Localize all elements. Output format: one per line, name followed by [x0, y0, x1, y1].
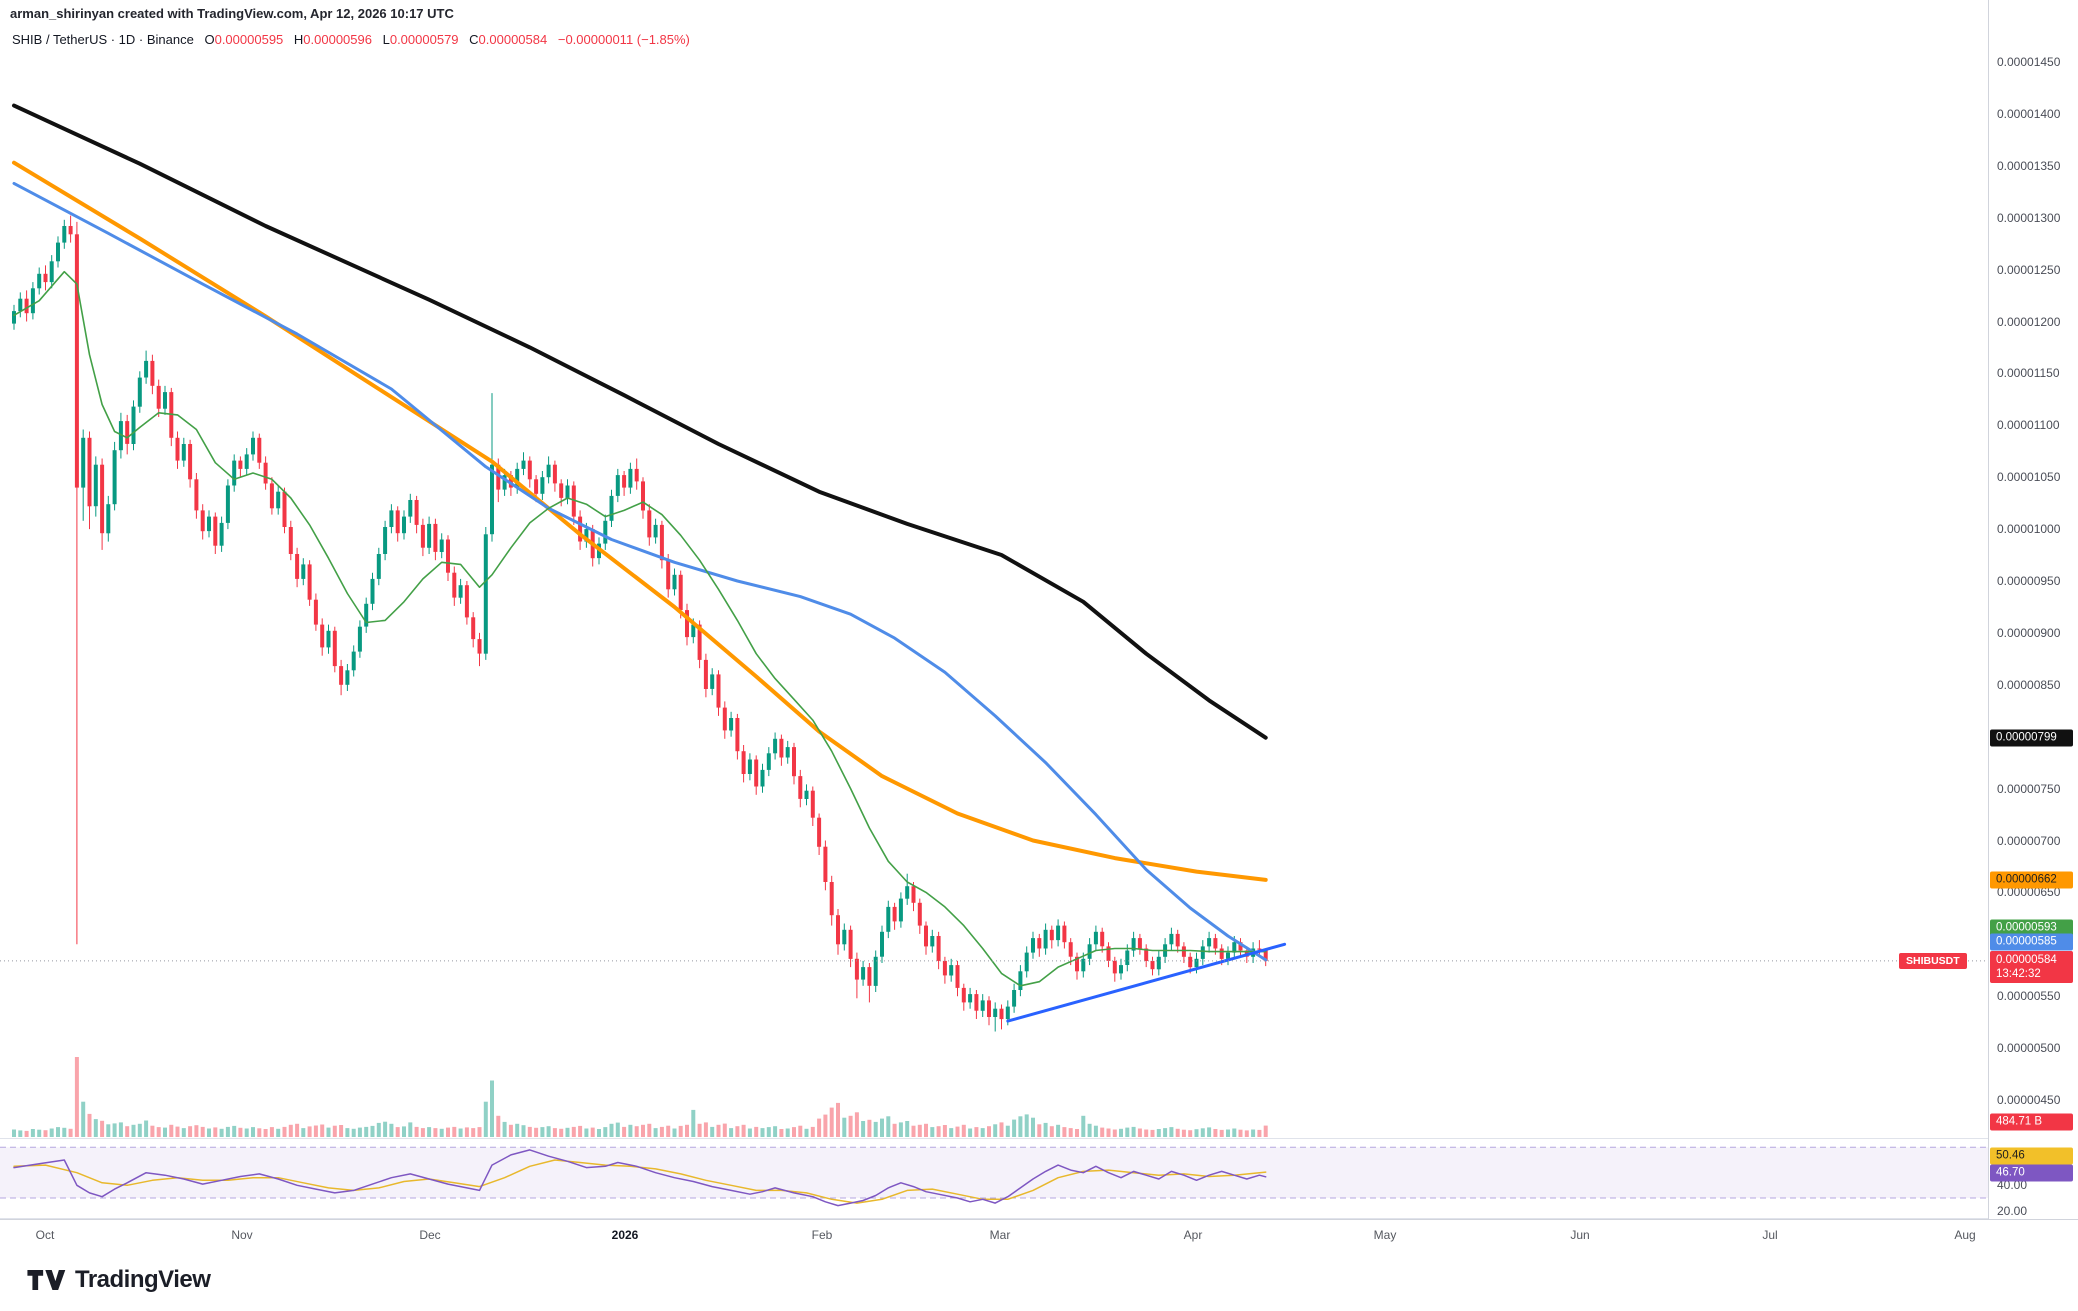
price-tick: 0.00000950	[1997, 574, 2061, 588]
time-label: 2026	[611, 1228, 639, 1242]
price-tick: 0.00000650	[1997, 885, 2061, 900]
ma-value-badge: 0.00000585	[1990, 933, 2073, 951]
last-price-badge: 0.00000584 13:42:32	[1990, 951, 2073, 983]
bar-countdown: 13:42:32	[1996, 968, 2041, 980]
price-tick: 0.00001100	[1997, 418, 2060, 433]
tradingview-logo[interactable]: TradingView	[26, 1262, 211, 1298]
ohlc-low: L0.00000579	[382, 32, 459, 47]
price-axis[interactable]: 0.00001450 0.00001400 0.00001350 0.00001300…	[1988, 0, 2078, 1219]
price-tick: 0.00000700	[1997, 833, 2061, 848]
ohlc-high: H0.00000596	[293, 32, 372, 47]
ma-value-badge: 0.00000593	[1990, 919, 2073, 937]
ohlc-open: O0.00000595	[204, 32, 284, 47]
time-label: Aug	[1954, 1228, 1976, 1242]
tradingview-logo-icon	[27, 1270, 66, 1290]
price-tick: 0.00001250	[1997, 262, 2061, 277]
price-tick: 0.00001050	[1997, 470, 2061, 485]
time-label: Apr	[1183, 1228, 1203, 1242]
ma-black-line	[12, 103, 1268, 740]
price-tick: 0.00000450	[1997, 1093, 2061, 1107]
rsi-ma-badge: 50.46	[1990, 1147, 2073, 1165]
price-tick: 0.00001350	[1997, 158, 2061, 173]
price-tick: 0.00000900	[1997, 625, 2061, 640]
chart-annotation: arman_shirinyan created with TradingView…	[10, 6, 454, 21]
price-tick: 0.00000850	[1997, 677, 2061, 692]
ma-value-badge: 0.00000799	[1990, 729, 2073, 747]
rsi-pane	[0, 1146, 1988, 1207]
symbol-price-tag: SHIBUSDT	[1899, 953, 1967, 969]
price-tick: 0.00000750	[1997, 781, 2061, 796]
ema-green-line	[13, 270, 1267, 987]
tradingview-logo-text: TradingView	[75, 1266, 211, 1293]
time-label: Nov	[231, 1228, 253, 1242]
time-label: Mar	[989, 1228, 1011, 1242]
rsi-ma-line	[13, 1159, 1267, 1204]
rsi-tick: 20.00	[1997, 1203, 2028, 1218]
rsi-tick: 40.00	[1997, 1178, 2028, 1193]
price-tick: 0.00001200	[1997, 314, 2061, 329]
last-price-value: 0.00000584	[1996, 954, 2057, 966]
ohlc-close: C0.00000584	[469, 32, 548, 47]
rsi-band-fill	[0, 1147, 1988, 1198]
ma-value-badge: 0.00000662	[1990, 871, 2073, 889]
price-tick: 0.00001400	[1997, 106, 2061, 121]
candlestick-series	[12, 215, 1268, 1032]
rsi-value-badge: 46.70	[1990, 1164, 2073, 1182]
chart-plot-area[interactable]	[0, 0, 1988, 1219]
time-label: May	[1373, 1228, 1397, 1242]
ma-orange-line	[12, 160, 1268, 882]
symbol-legend: SHIB / TetherUS · 1D · Binance O0.000005…	[12, 32, 690, 47]
price-tick: 0.00000550	[1997, 989, 2061, 1004]
time-label: Dec	[419, 1228, 441, 1242]
symbol-title[interactable]: SHIB / TetherUS · 1D · Binance	[12, 32, 194, 47]
rsi-line	[13, 1149, 1267, 1207]
time-label: Feb	[811, 1228, 833, 1242]
price-tick: 0.00001150	[1997, 366, 2060, 381]
volume-bars	[12, 1057, 1268, 1137]
ma-blue-line	[12, 181, 1268, 962]
change-value: −0.00000011 (−1.85%)	[557, 32, 690, 47]
time-label: Jul	[1762, 1228, 1778, 1242]
price-tick: 0.00001300	[1997, 210, 2061, 225]
time-label: Jun	[1570, 1228, 1590, 1242]
time-label: Oct	[35, 1228, 55, 1242]
time-axis[interactable]: Oct Nov Dec 2026 Feb Mar Apr May Jun Jul Aug	[0, 1219, 2078, 1254]
price-tick: 0.00001450	[1997, 55, 2061, 69]
price-tick: 0.00001000	[1997, 522, 2061, 537]
volume-value-badge: 484.71 B	[1990, 1113, 2073, 1131]
support-trendline[interactable]	[1006, 942, 1287, 1023]
price-tick: 0.00000500	[1997, 1041, 2061, 1056]
